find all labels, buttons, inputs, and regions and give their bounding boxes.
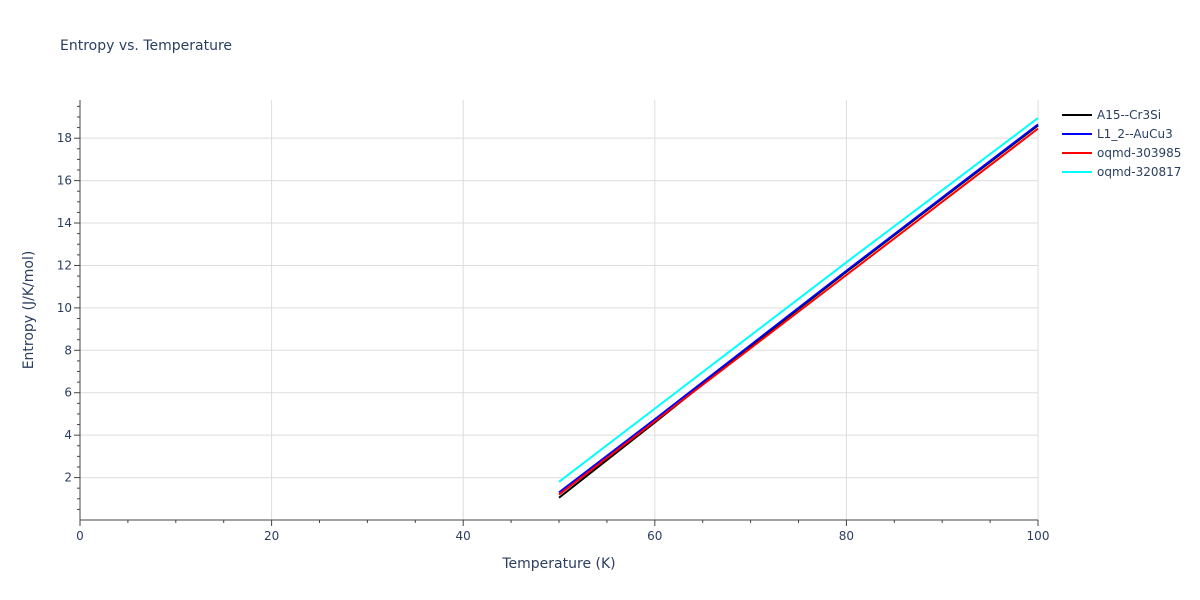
series-lines [558,117,1039,499]
y-tick-label: 4 [64,428,72,442]
x-axis-title: Temperature (K) [501,556,615,572]
legend[interactable]: A15--Cr3Si L1_2--AuCu3 oqmd-303985 oqmd-320… [1062,108,1181,179]
legend-item[interactable]: oqmd-303985 [1062,146,1181,160]
grid-lines [80,100,1039,520]
y-tick-label: 2 [64,471,72,485]
legend-item[interactable]: oqmd-320817 [1062,165,1181,179]
x-tick-label: 100 [1027,529,1050,543]
y-tick-label: 16 [57,174,72,188]
x-tick-label: 60 [647,529,662,543]
tick-labels: 0 20 40 60 80 100 2 4 6 8 10 12 14 16 18 [57,131,1050,543]
legend-item[interactable]: L1_2--AuCu3 [1062,127,1173,141]
x-tick-label: 40 [456,529,471,543]
y-axis-title: Entropy (J/K/mol) [21,251,37,370]
y-tick-label: 8 [64,343,72,357]
series-line-l1-2-aucu3 [558,123,1039,494]
legend-item[interactable]: A15--Cr3Si [1062,108,1161,122]
legend-label: oqmd-303985 [1097,146,1181,160]
axes [74,100,1039,526]
legend-label: oqmd-320817 [1097,165,1181,179]
y-tick-label: 12 [57,258,72,272]
x-tick-label: 80 [839,529,854,543]
series-line-oqmd-320817 [558,117,1039,483]
series-line-oqmd-303985 [558,127,1039,496]
legend-label: L1_2--AuCu3 [1097,127,1173,141]
chart-title: Entropy vs. Temperature [60,38,232,54]
y-tick-label: 18 [57,131,72,145]
x-tick-label: 20 [264,529,279,543]
legend-label: A15--Cr3Si [1097,108,1161,122]
y-tick-label: 6 [64,386,72,400]
y-tick-label: 14 [57,216,72,230]
x-tick-label: 0 [76,529,84,543]
y-tick-label: 10 [57,301,72,315]
